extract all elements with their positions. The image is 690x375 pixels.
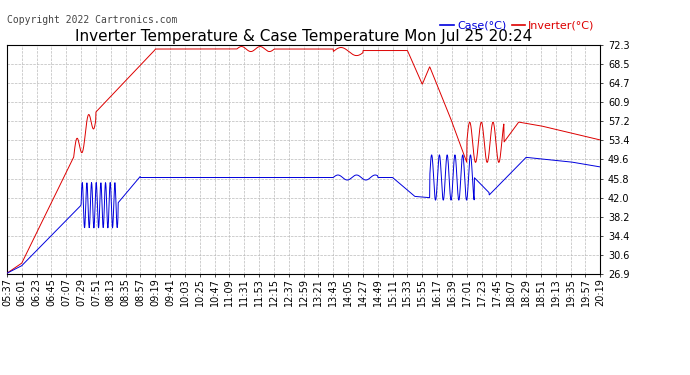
Title: Inverter Temperature & Case Temperature Mon Jul 25 20:24: Inverter Temperature & Case Temperature …: [75, 29, 532, 44]
Legend: Case(°C), Inverter(°C): Case(°C), Inverter(°C): [440, 21, 595, 31]
Text: Copyright 2022 Cartronics.com: Copyright 2022 Cartronics.com: [7, 15, 177, 25]
